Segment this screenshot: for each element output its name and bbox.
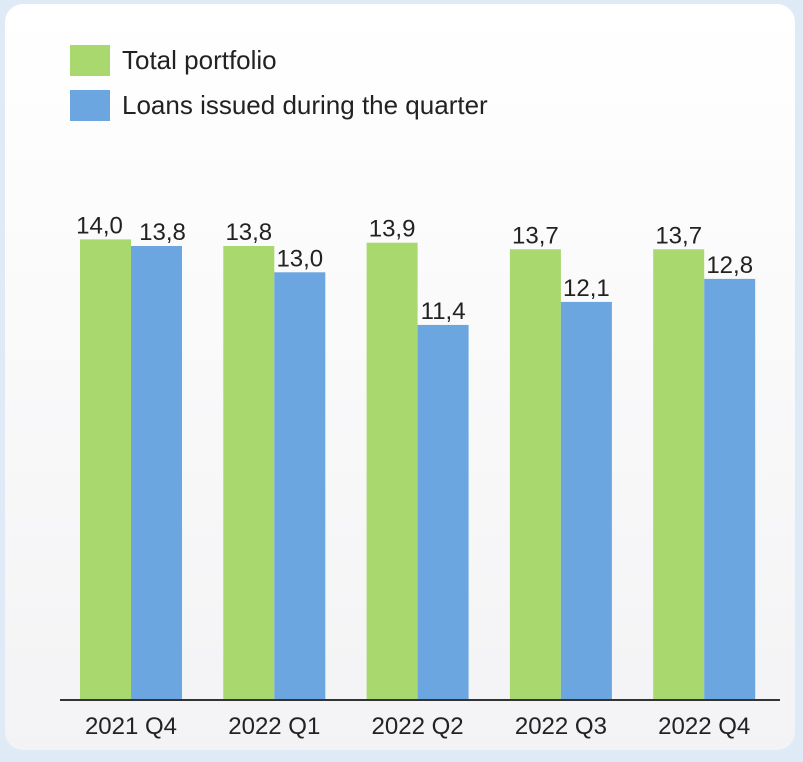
bar bbox=[131, 245, 182, 701]
bar bbox=[366, 242, 418, 700]
value-label: 13,0 bbox=[276, 245, 323, 272]
bar bbox=[509, 249, 561, 700]
bar bbox=[653, 249, 705, 700]
bar bbox=[223, 245, 275, 701]
x-tick-label: 2022 Q2 bbox=[372, 713, 464, 740]
value-label: 13,8 bbox=[139, 219, 186, 246]
legend-label: Loans issued during the quarter bbox=[122, 90, 488, 120]
value-label: 13,7 bbox=[512, 222, 559, 249]
x-tick-label: 2022 Q4 bbox=[658, 713, 750, 740]
value-label: 13,8 bbox=[225, 219, 272, 246]
legend-swatch bbox=[70, 90, 110, 121]
bar bbox=[417, 324, 469, 700]
x-tick-label: 2022 Q1 bbox=[228, 713, 320, 740]
value-label: 12,8 bbox=[706, 252, 753, 279]
legend: Total portfolio Loans issued during the q… bbox=[70, 45, 488, 121]
bar bbox=[704, 278, 756, 700]
value-label: 11,4 bbox=[421, 298, 466, 325]
bar bbox=[80, 239, 131, 700]
x-tick-label: 2021 Q4 bbox=[85, 713, 177, 740]
legend-label: Total portfolio bbox=[122, 45, 277, 75]
value-label: 13,7 bbox=[655, 222, 702, 249]
x-tick-label: 2022 Q3 bbox=[515, 713, 607, 740]
bar bbox=[274, 272, 326, 700]
value-label: 13,9 bbox=[369, 216, 416, 243]
value-label: 14,0 bbox=[76, 212, 123, 239]
value-label: 12,1 bbox=[563, 275, 610, 302]
legend-swatch bbox=[70, 45, 110, 76]
bar bbox=[560, 301, 612, 700]
